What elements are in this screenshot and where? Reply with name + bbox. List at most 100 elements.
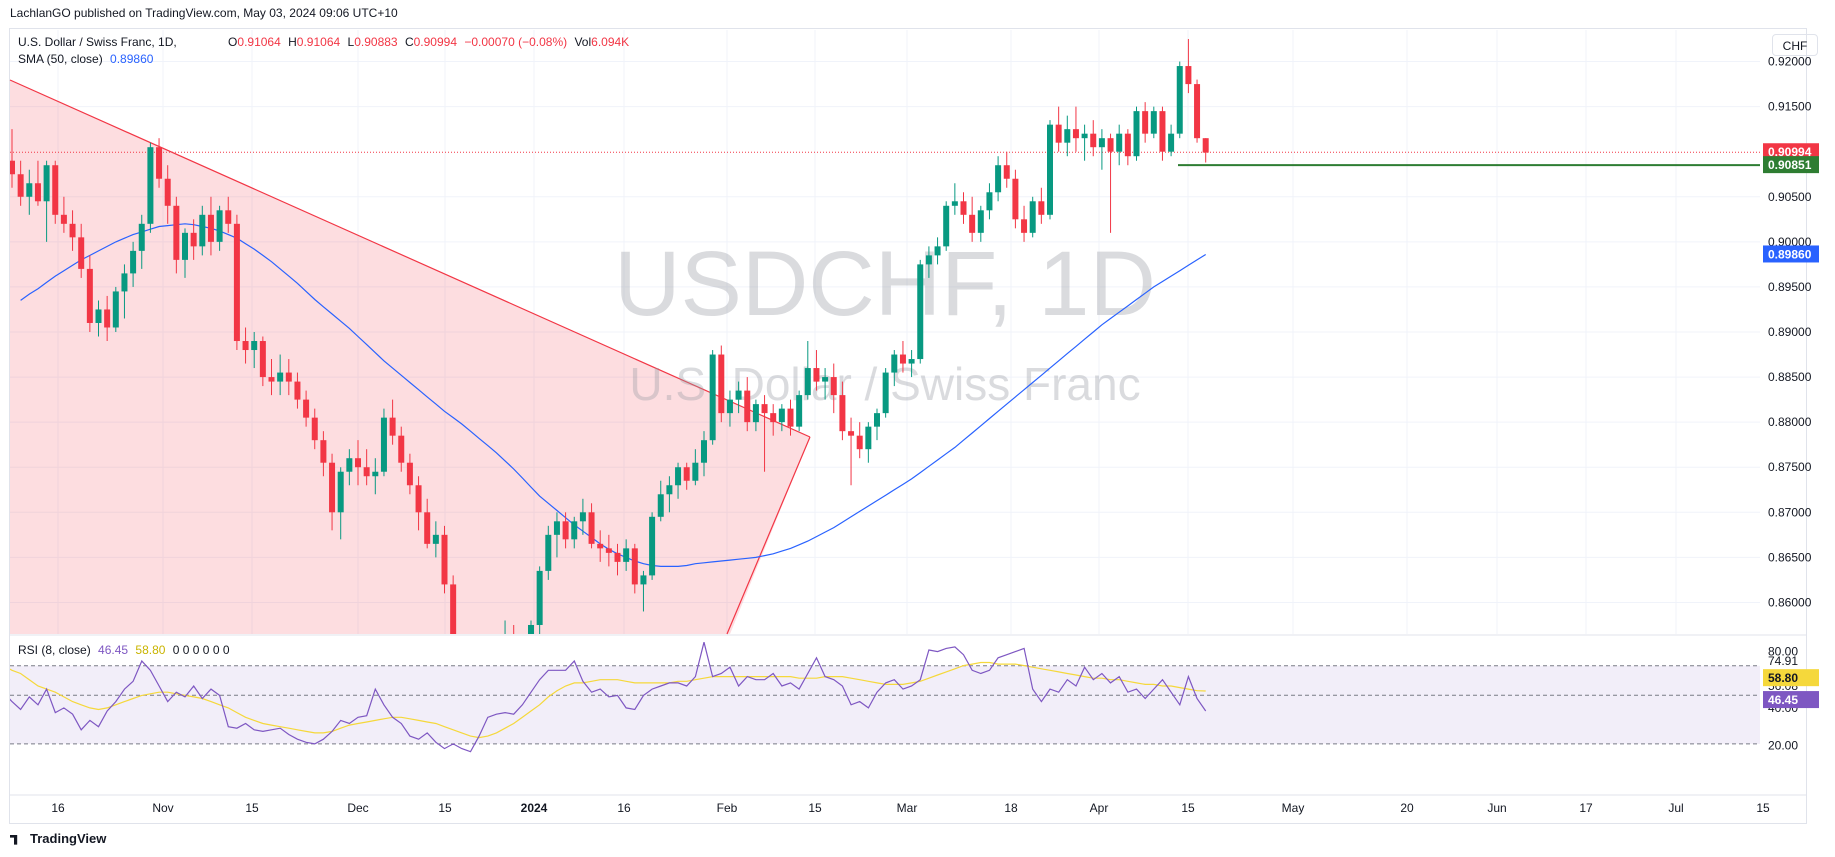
candle-body[interactable]: [415, 485, 422, 513]
candle-body[interactable]: [943, 205, 950, 247]
candle-body[interactable]: [164, 178, 171, 206]
candle-body[interactable]: [398, 435, 405, 463]
candle-body[interactable]: [770, 413, 777, 423]
tradingview-brand[interactable]: TradingView: [10, 831, 106, 846]
candle-body[interactable]: [1168, 133, 1175, 152]
candle-body[interactable]: [363, 467, 370, 477]
candle-body[interactable]: [726, 399, 733, 414]
candle-body[interactable]: [424, 512, 431, 544]
candle-body[interactable]: [277, 372, 284, 382]
candle-body[interactable]: [856, 435, 863, 450]
candle-body[interactable]: [874, 413, 880, 427]
candle-body[interactable]: [95, 309, 102, 323]
candle-body[interactable]: [26, 183, 33, 197]
candle-body[interactable]: [1142, 111, 1149, 134]
candle-body[interactable]: [666, 485, 673, 495]
candle-body[interactable]: [908, 359, 915, 364]
candle-body[interactable]: [605, 548, 612, 553]
candle-body[interactable]: [1194, 84, 1201, 139]
candle-body[interactable]: [571, 521, 578, 540]
candle-body[interactable]: [588, 512, 595, 544]
candle-body[interactable]: [1150, 111, 1157, 134]
candle-body[interactable]: [579, 512, 586, 522]
candle-body[interactable]: [511, 639, 517, 648]
candle-body[interactable]: [917, 264, 924, 360]
rsi-label[interactable]: RSI (8, close): [18, 643, 91, 657]
candle-body[interactable]: [233, 223, 240, 342]
sma-legend[interactable]: SMA (50, close) 0.89860: [18, 52, 153, 66]
candle-body[interactable]: [52, 165, 59, 215]
candle-body[interactable]: [104, 309, 111, 328]
candle-body[interactable]: [78, 237, 85, 269]
candle-body[interactable]: [995, 165, 1002, 193]
currency-button[interactable]: CHF: [1772, 34, 1818, 56]
candle-body[interactable]: [787, 408, 794, 427]
candle-body[interactable]: [977, 210, 984, 233]
rsi-legend[interactable]: RSI (8, close) 46.45 58.80 0 0 0 0 0 0: [18, 643, 230, 657]
candle-body[interactable]: [147, 147, 154, 224]
candle-body[interactable]: [830, 377, 837, 396]
candle-body[interactable]: [1012, 178, 1019, 220]
candle-body[interactable]: [173, 205, 180, 260]
candle-body[interactable]: [1003, 165, 1010, 179]
candle-body[interactable]: [268, 377, 275, 382]
candle-body[interactable]: [251, 341, 258, 351]
candle-body[interactable]: [545, 534, 552, 571]
candle-body[interactable]: [986, 192, 993, 211]
candle-body[interactable]: [459, 643, 465, 661]
candle-body[interactable]: [709, 354, 716, 441]
candle-body[interactable]: [865, 426, 872, 450]
symbol-name[interactable]: U.S. Dollar / Swiss Franc, 1D,: [18, 35, 177, 49]
candle-body[interactable]: [839, 395, 846, 432]
candle-body[interactable]: [675, 467, 682, 486]
candle-body[interactable]: [130, 250, 137, 274]
candle-body[interactable]: [216, 210, 223, 242]
candle-body[interactable]: [17, 174, 24, 197]
candle-body[interactable]: [804, 368, 811, 396]
candle-body[interactable]: [1176, 66, 1183, 134]
candle-body[interactable]: [1064, 129, 1071, 143]
candle-body[interactable]: [657, 494, 664, 517]
candle-body[interactable]: [623, 548, 630, 562]
candle-body[interactable]: [199, 214, 206, 247]
candle-body[interactable]: [1055, 124, 1062, 143]
candle-body[interactable]: [1185, 66, 1192, 85]
candle-body[interactable]: [562, 521, 569, 540]
candle-body[interactable]: [372, 471, 379, 477]
candle-body[interactable]: [683, 467, 690, 481]
candle-body[interactable]: [43, 165, 50, 202]
candle-body[interactable]: [718, 354, 725, 414]
sma-label[interactable]: SMA (50, close): [18, 52, 103, 66]
candle-body[interactable]: [112, 291, 119, 328]
candle-body[interactable]: [1107, 138, 1114, 152]
candle-body[interactable]: [1202, 138, 1209, 153]
candle-body[interactable]: [320, 440, 327, 463]
candle-body[interactable]: [1038, 201, 1045, 215]
candle-body[interactable]: [432, 534, 439, 544]
candle-body[interactable]: [536, 570, 543, 625]
candle-body[interactable]: [735, 390, 742, 400]
candle-body[interactable]: [692, 462, 699, 481]
candle-body[interactable]: [1133, 111, 1140, 157]
candle-body[interactable]: [182, 232, 188, 260]
candle-body[interactable]: [9, 160, 15, 175]
candle-body[interactable]: [207, 214, 214, 242]
candle-body[interactable]: [380, 417, 387, 472]
candle-body[interactable]: [69, 223, 76, 238]
candle-body[interactable]: [744, 390, 751, 423]
candle-body[interactable]: [329, 462, 336, 513]
candle-body[interactable]: [778, 408, 785, 423]
candle-body[interactable]: [899, 354, 906, 364]
candle-body[interactable]: [242, 341, 249, 351]
candle-body[interactable]: [502, 639, 508, 648]
candle-body[interactable]: [934, 246, 941, 256]
candle-body[interactable]: [891, 354, 898, 373]
candle-body[interactable]: [1116, 133, 1123, 152]
candle-body[interactable]: [519, 648, 525, 657]
candle-body[interactable]: [389, 417, 396, 436]
candle-body[interactable]: [34, 183, 41, 202]
candle-body[interactable]: [1021, 219, 1028, 233]
candle-body[interactable]: [631, 548, 638, 585]
candle-body[interactable]: [1029, 201, 1036, 233]
